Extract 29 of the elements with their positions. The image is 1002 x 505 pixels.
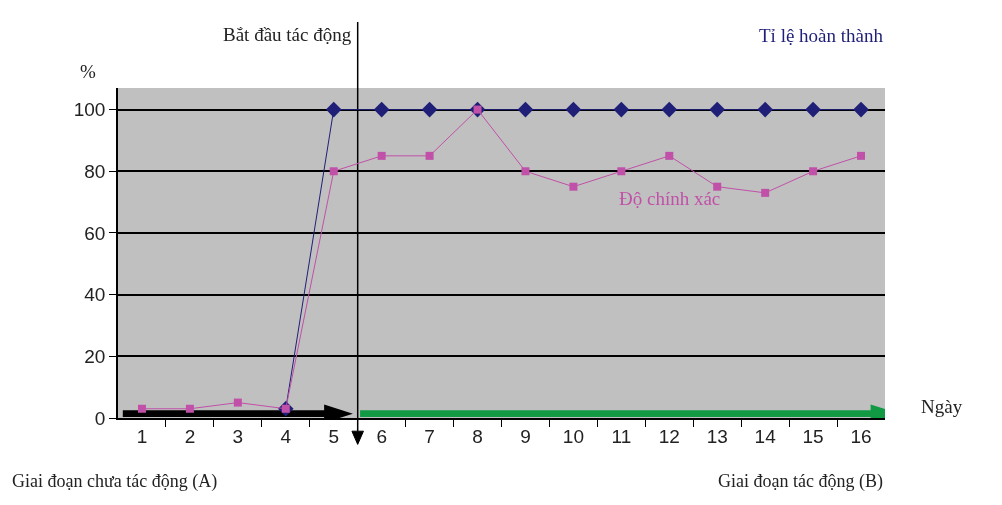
ref-line-label: Bắt đầu tác động [223,24,352,45]
x-tick-label: 14 [754,425,777,447]
x-tick-label: 2 [184,425,196,447]
y-tick-label: 0 [94,407,106,429]
series-label: Độ chính xác [619,188,721,209]
y-axis-title: % [80,61,96,82]
y-tick-label: 40 [84,284,106,306]
text: Giai đoạn chưa tác động (A) [12,471,218,492]
x-tick-label: 8 [472,425,483,447]
x-tick-label: 1 [136,425,148,447]
x-tick-label: 11 [611,425,632,447]
x-tick-label: 13 [706,425,728,447]
x-tick-label: 3 [232,425,244,447]
x-axis-title: Ngày [921,396,963,417]
y-tick-label: 60 [84,222,106,244]
x-tick-label: 12 [658,425,680,447]
text: Tỉ lệ hoàn thành [759,25,884,46]
x-tick-label: 4 [280,425,292,447]
x-tick-label: 9 [520,425,531,447]
y-tick-label: 20 [84,345,106,367]
text: Giai đoạn tác động (B) [718,471,883,492]
x-tick-label: 16 [850,425,872,447]
y-tick-label: 100 [73,99,106,121]
x-tick-label: 6 [376,425,387,447]
x-tick-label: 10 [562,425,584,447]
x-tick-label: 7 [424,425,435,447]
x-tick-label: 15 [802,425,824,447]
y-tick-label: 80 [84,160,106,182]
x-tick-label: 5 [328,425,340,447]
